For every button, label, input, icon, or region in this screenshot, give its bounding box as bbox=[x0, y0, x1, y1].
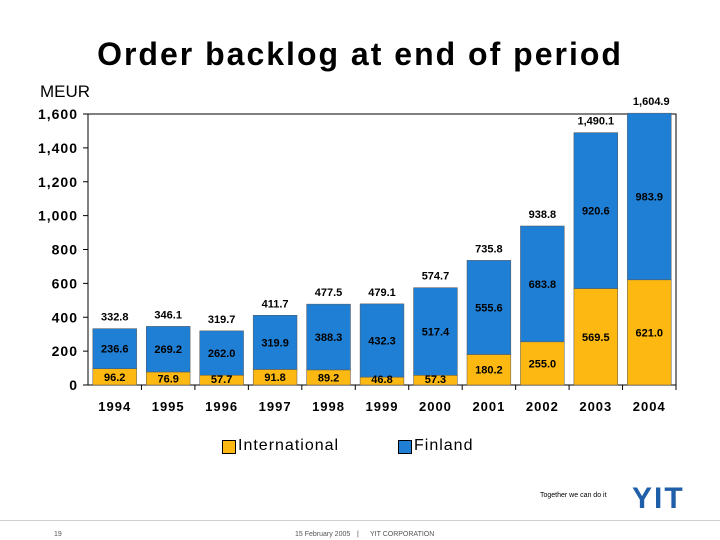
data-label-international: 255.0 bbox=[529, 358, 557, 370]
data-label-finland: 517.4 bbox=[422, 326, 450, 338]
y-tick-label: 600 bbox=[52, 275, 78, 291]
data-label-total: 346.1 bbox=[154, 309, 182, 321]
y-tick-label: 1,000 bbox=[38, 208, 78, 224]
bar-international-2004 bbox=[627, 279, 672, 386]
bar-international-2003 bbox=[573, 288, 618, 386]
data-label-international: 91.8 bbox=[264, 372, 285, 384]
data-label-finland: 983.9 bbox=[636, 191, 664, 203]
data-label-international: 96.2 bbox=[104, 372, 125, 384]
data-label-total: 574.7 bbox=[422, 271, 450, 283]
y-tick-label: 800 bbox=[52, 242, 78, 258]
bar-finland-2003 bbox=[573, 132, 618, 289]
bar-international-2002 bbox=[520, 341, 565, 386]
data-label-finland: 319.9 bbox=[261, 337, 289, 349]
bar-finland-1996 bbox=[199, 330, 244, 376]
y-tick-label: 1,600 bbox=[38, 106, 78, 122]
bar-finland-1994 bbox=[92, 328, 137, 369]
x-tick-label: 1995 bbox=[152, 399, 185, 414]
footer-date: 15 February 2005 bbox=[295, 531, 351, 538]
data-label-total: 735.8 bbox=[475, 243, 503, 255]
legend-label-finland: Finland bbox=[414, 437, 474, 454]
data-label-total: 332.8 bbox=[101, 312, 129, 324]
legend-swatch-international bbox=[222, 440, 236, 454]
data-label-finland: 236.6 bbox=[101, 344, 129, 356]
data-label-international: 569.5 bbox=[582, 332, 610, 344]
page-number: 19 bbox=[54, 531, 62, 538]
x-tick-label: 2000 bbox=[419, 399, 452, 414]
data-label-international: 46.8 bbox=[371, 374, 392, 386]
data-label-international: 76.9 bbox=[157, 373, 178, 385]
data-label-finland: 269.2 bbox=[154, 344, 182, 356]
data-label-international: 89.2 bbox=[318, 372, 339, 384]
bar-finland-1998 bbox=[306, 303, 351, 371]
data-label-total: 1,490.1 bbox=[577, 116, 614, 128]
bar-finland-1999 bbox=[359, 303, 405, 378]
y-tick-label: 200 bbox=[52, 343, 78, 359]
data-label-finland: 555.6 bbox=[475, 302, 503, 314]
footer-divider bbox=[0, 520, 720, 521]
data-label-total: 938.8 bbox=[529, 209, 557, 221]
legend-swatch-finland bbox=[398, 440, 412, 454]
bar-finland-2004 bbox=[627, 112, 672, 281]
bar-finland-2002 bbox=[520, 225, 565, 343]
data-label-international: 180.2 bbox=[475, 365, 503, 377]
data-label-total: 477.5 bbox=[315, 287, 343, 299]
data-label-total: 479.1 bbox=[368, 287, 396, 299]
y-axis-unit-label: MEUR bbox=[40, 82, 91, 101]
data-label-finland: 920.6 bbox=[582, 206, 610, 218]
data-label-international: 621.0 bbox=[636, 327, 664, 339]
chart-title: Order backlog at end of period bbox=[97, 36, 623, 72]
x-tick-label: 2004 bbox=[633, 399, 666, 414]
y-tick-label: 1,400 bbox=[38, 140, 78, 156]
x-tick-label: 1998 bbox=[312, 399, 345, 414]
data-label-finland: 432.3 bbox=[368, 335, 396, 347]
yit-logo: YIT bbox=[632, 482, 685, 515]
data-label-finland: 388.3 bbox=[315, 332, 343, 344]
x-tick-label: 1994 bbox=[98, 399, 131, 414]
x-tick-label: 2002 bbox=[526, 399, 559, 414]
x-tick-label: 1996 bbox=[205, 399, 238, 414]
footer-separator: | bbox=[357, 531, 359, 538]
legend-label-international: International bbox=[238, 437, 340, 454]
footer-company: YIT CORPORATION bbox=[370, 531, 435, 538]
data-label-international: 57.7 bbox=[211, 374, 232, 386]
x-tick-label: 2001 bbox=[472, 399, 505, 414]
footer-tagline: Together we can do it bbox=[540, 492, 607, 499]
y-tick-label: 400 bbox=[52, 309, 78, 325]
x-tick-label: 2003 bbox=[579, 399, 612, 414]
data-label-total: 411.7 bbox=[262, 298, 289, 310]
data-label-total: 319.7 bbox=[208, 314, 236, 326]
bar-finland-1995 bbox=[146, 326, 191, 373]
bar-finland-2000 bbox=[413, 287, 458, 376]
bar-finland-1997 bbox=[252, 315, 298, 370]
y-tick-label: 1,200 bbox=[38, 174, 78, 190]
y-tick-label: 0 bbox=[69, 377, 78, 393]
data-label-total: 1,604.9 bbox=[633, 96, 670, 108]
bar-finland-2001 bbox=[466, 260, 512, 355]
bar-international-2001 bbox=[466, 354, 512, 386]
data-label-finland: 683.8 bbox=[529, 279, 557, 291]
x-tick-label: 1999 bbox=[366, 399, 399, 414]
data-label-international: 57.3 bbox=[425, 374, 446, 386]
x-tick-label: 1997 bbox=[259, 399, 292, 414]
data-label-finland: 262.0 bbox=[208, 348, 236, 360]
